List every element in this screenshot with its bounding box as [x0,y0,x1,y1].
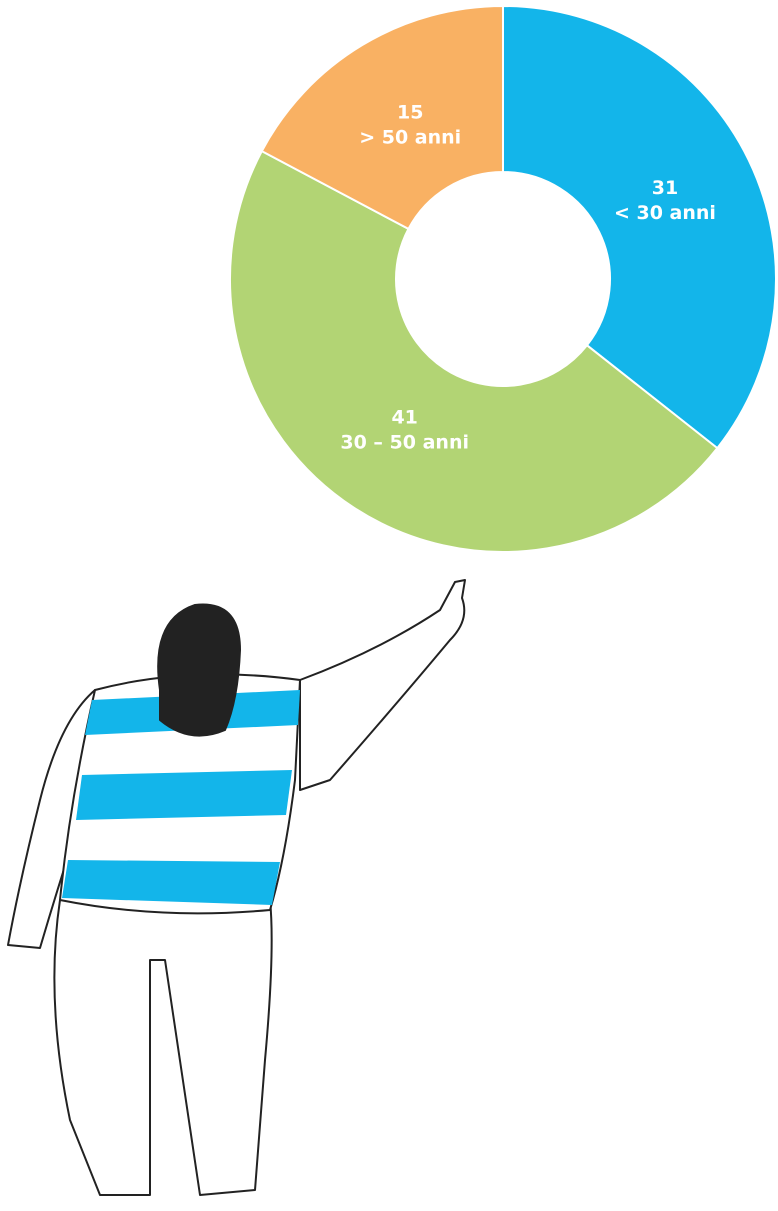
illustration [7,579,466,1196]
slice [502,4,777,450]
category-label: > 50 anni [359,126,461,148]
value-label: 15 [397,101,423,123]
value-label: 41 [391,406,417,428]
category-label: < 30 anni [614,202,716,224]
slice [260,4,504,231]
slice [229,149,719,553]
value-label: 31 [652,177,678,199]
category-label: 30 – 50 anni [340,431,469,453]
